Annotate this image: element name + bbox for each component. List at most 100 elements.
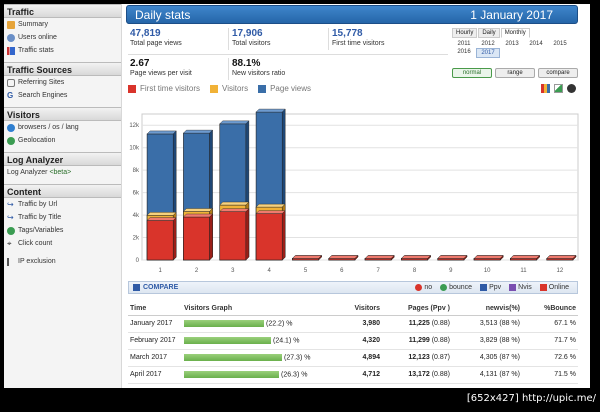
sidebar-item-browsers[interactable]: browsers / os / lang	[4, 121, 121, 134]
bar-first-time	[473, 258, 501, 261]
stat-total-visitors: 17,906 Total visitors	[232, 28, 271, 47]
col-visitors[interactable]: Visitors	[322, 303, 382, 316]
sidebar-item-geolocation[interactable]: Geolocation	[4, 134, 121, 147]
online-button[interactable]: Online	[539, 284, 569, 291]
sidebar-section-traffic: Traffic	[4, 4, 121, 18]
page-title: Daily stats	[135, 8, 191, 22]
sidebar-item-referring-sites[interactable]: Referring Sites	[4, 76, 121, 89]
bar-first-time-side	[173, 217, 177, 261]
x-tick-label: 4	[267, 268, 271, 274]
x-tick-label: 6	[340, 268, 344, 274]
y-tick-label: 12k	[129, 123, 140, 129]
legend-page-views[interactable]: Page views	[258, 84, 311, 93]
url-icon: ↪	[7, 199, 14, 209]
bounce-icon	[440, 284, 448, 291]
bar-first-time-side	[318, 255, 322, 261]
mode-compare-button[interactable]: compare	[538, 68, 578, 78]
no-button[interactable]: no	[415, 284, 432, 291]
col-pages[interactable]: Pages (Ppv )	[382, 303, 452, 316]
x-tick-label: 8	[413, 268, 417, 274]
bar-first-time	[328, 258, 356, 261]
chart-toolbar	[537, 84, 576, 93]
bar-first-time-top	[473, 255, 504, 259]
cell-bounce: 71.7 %	[522, 332, 578, 350]
sidebar-item-tags-variables[interactable]: Tags/Variables	[4, 224, 121, 237]
bar-first-time	[146, 220, 174, 261]
sidebar-item-traffic-by-title[interactable]: ↪ Traffic by Title	[4, 211, 121, 224]
sidebar-item-log-analyzer[interactable]: Log Analyzer <beta>	[4, 166, 121, 179]
bounce-button[interactable]: bounce	[440, 284, 472, 291]
legend-visitors[interactable]: Visitors	[210, 84, 248, 93]
col-bounce[interactable]: %Bounce	[522, 303, 578, 316]
col-time[interactable]: Time	[128, 303, 182, 316]
year-2015[interactable]: 2015	[553, 41, 567, 47]
cell-visitors: 4,320	[322, 332, 382, 350]
sidebar-item-label: Traffic by Title	[18, 214, 62, 221]
sidebar-item-traffic-stats[interactable]: Traffic stats	[4, 44, 121, 57]
ppv-button[interactable]: Ppv	[480, 284, 501, 291]
sidebar-item-ip-exclusion[interactable]: IP exclusion	[4, 255, 121, 268]
nvis-button[interactable]: Nvis	[509, 284, 532, 291]
bar-first-time-side	[245, 208, 250, 261]
sidebar-item-search-engines[interactable]: G Search Engines	[4, 89, 121, 102]
table-row[interactable]: March 2017 (27.3) % 4,894 12,123 (0.87) 4,30…	[128, 349, 578, 367]
mode-range-button[interactable]: range	[495, 68, 535, 78]
mode-normal-button[interactable]: normal	[452, 68, 492, 78]
cell-bounce: 67.1 %	[522, 315, 578, 333]
bar-chart-icon[interactable]	[541, 84, 550, 93]
col-visitors-graph: Visitors Graph	[182, 303, 322, 316]
x-tick-label: 11	[520, 268, 527, 274]
year-2012[interactable]: 2012	[481, 41, 495, 47]
sidebar-item-summary[interactable]: Summary	[4, 18, 121, 31]
cell-time: March 2017	[128, 349, 182, 367]
col-newvis[interactable]: newvis(%)	[452, 303, 522, 316]
year-2014[interactable]: 2014	[529, 41, 543, 47]
table-row[interactable]: January 2017 (22.2) % 3,980 11,225 (0.88) 3,…	[128, 315, 578, 333]
camera-icon[interactable]	[567, 84, 576, 93]
cell-visitors: 4,712	[322, 366, 382, 384]
stat-label: Total page views	[130, 40, 182, 47]
cell-pages: 11,225 (0.88)	[382, 315, 452, 333]
sidebar-item-label: Log Analyzer	[7, 169, 48, 176]
sidebar-item-label: Summary	[18, 21, 48, 28]
bar-first-time	[401, 258, 428, 261]
bar-first-time-side	[500, 255, 504, 261]
tag-icon	[7, 226, 15, 235]
link-icon	[7, 78, 15, 87]
year-2013[interactable]: 2013	[505, 41, 519, 47]
beta-badge: <beta>	[49, 169, 72, 176]
legend-first-time[interactable]: First time visitors	[128, 84, 200, 93]
x-tick-label: 7	[376, 268, 380, 274]
year-2011[interactable]: 2011	[457, 41, 471, 47]
area-chart-icon[interactable]	[554, 84, 563, 93]
plot-area	[141, 113, 579, 261]
app-canvas: Traffic Summary Users online Traffic sta…	[4, 4, 590, 388]
tab-hourly[interactable]: Hourly	[452, 28, 478, 38]
year-2016[interactable]: 2016	[457, 49, 471, 55]
cell-bounce: 72.6 %	[522, 349, 578, 367]
stat-page-views-per-visit: 2.67 Page views per visit	[130, 58, 192, 77]
sidebar-item-label: Click count	[18, 240, 53, 247]
x-tick-label: 2	[195, 268, 199, 274]
bar-first-time	[292, 258, 319, 261]
sidebar-item-click-count[interactable]: ⌖ Click count	[4, 237, 121, 250]
stat-first-time-visitors: 15,778 First time visitors	[332, 28, 385, 47]
bar-first-time-side	[391, 255, 395, 261]
table-row[interactable]: April 2017 (26.3) % 4,712 13,172 (0.88) 4,13…	[128, 366, 578, 384]
table-row[interactable]: February 2017 (24.1) % 4,320 11,299 (0.88) 3…	[128, 332, 578, 350]
current-date: 1 January 2017	[470, 8, 553, 22]
x-tick-label: 3	[231, 268, 235, 274]
tab-monthly[interactable]: Monthly	[500, 28, 530, 38]
cell-newvis: 3,829 (88 %)	[452, 332, 522, 350]
stat-label: Page views per visit	[130, 70, 192, 77]
sidebar-item-label: Referring Sites	[18, 79, 65, 86]
year-2017[interactable]: 2017	[476, 48, 500, 58]
sidebar-item-traffic-by-url[interactable]: ↪ Traffic by Url	[4, 198, 121, 211]
bar-visitors-top	[182, 208, 214, 212]
compare-button[interactable]: COMPARE	[133, 284, 178, 291]
no-icon	[415, 284, 423, 291]
tab-daily[interactable]: Daily	[478, 28, 500, 38]
view-modes: normal range compare	[452, 68, 581, 78]
sidebar-item-users-online[interactable]: Users online	[4, 31, 121, 44]
